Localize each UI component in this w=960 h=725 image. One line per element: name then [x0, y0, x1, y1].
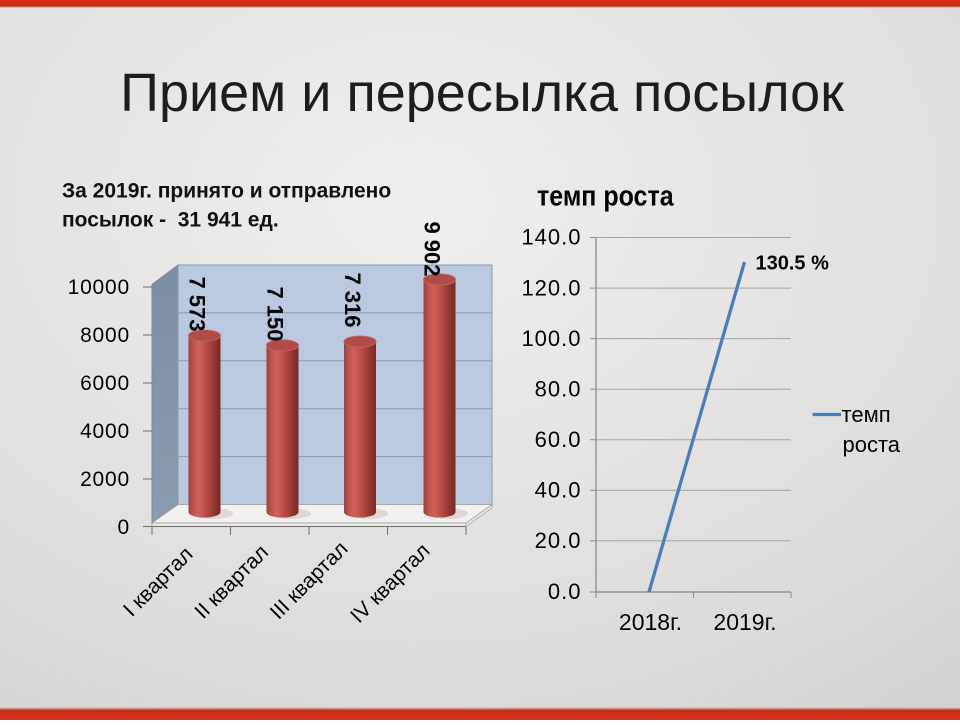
svg-text:За 2019г. принято и отправлено: За 2019г. принято и отправлено	[62, 180, 391, 203]
svg-text:6000: 6000	[80, 372, 130, 395]
svg-text:0.0: 0.0	[548, 579, 582, 604]
svg-text:4000: 4000	[80, 420, 130, 443]
svg-text:9 902: 9 902	[420, 221, 445, 276]
svg-text:10000: 10000	[68, 276, 130, 299]
svg-text:темп: темп	[842, 402, 891, 427]
svg-text:100.0: 100.0	[521, 326, 581, 351]
svg-text:2018г.: 2018г.	[619, 609, 682, 635]
svg-text:Прием и пересылка посылок: Прием и пересылка посылок	[120, 63, 844, 123]
svg-text:посылок - 31 941 ед.: посылок - 31 941 ед.	[62, 209, 279, 232]
svg-text:0: 0	[118, 516, 130, 539]
svg-text:темп роста: темп роста	[537, 180, 675, 212]
svg-text:60.0: 60.0	[535, 427, 582, 452]
svg-text:роста: роста	[843, 432, 901, 457]
svg-text:7 573: 7 573	[185, 276, 210, 331]
svg-text:2019г.: 2019г.	[713, 609, 776, 635]
svg-text:130.5 %: 130.5 %	[756, 253, 830, 275]
svg-text:2000: 2000	[80, 468, 130, 491]
svg-text:140.0: 140.0	[521, 225, 581, 250]
svg-text:80.0: 80.0	[535, 376, 582, 401]
svg-text:120.0: 120.0	[521, 275, 581, 300]
svg-text:7 150: 7 150	[263, 286, 288, 341]
svg-text:8000: 8000	[80, 324, 130, 347]
svg-text:20.0: 20.0	[535, 528, 582, 553]
svg-text:7 316: 7 316	[340, 272, 365, 327]
svg-text:40.0: 40.0	[535, 478, 582, 503]
